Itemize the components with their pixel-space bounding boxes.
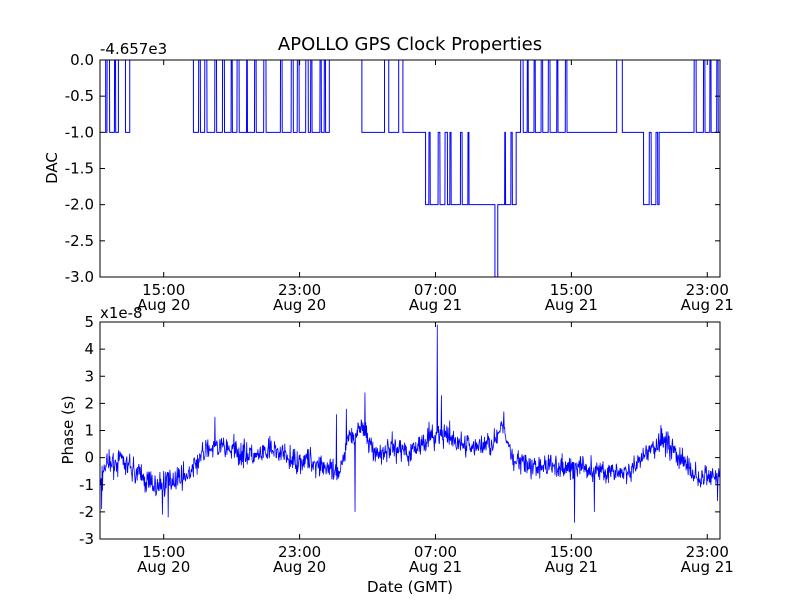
x-tick-time-label: 23:00	[278, 543, 321, 561]
x-tick-time-label: 15:00	[550, 543, 593, 561]
chart-title: APOLLO GPS Clock Properties	[278, 34, 542, 55]
phase-series-line	[100, 324, 720, 523]
x-tick-time-label: 15:00	[550, 281, 593, 299]
y-tick-label: -0.5	[65, 87, 94, 105]
x-tick-date-label: Aug 21	[545, 296, 598, 314]
x-tick-time-label: 23:00	[686, 281, 729, 299]
y-tick-label: -1.5	[65, 160, 94, 178]
y-tick-label: -2.0	[65, 196, 94, 214]
y-tick-label: -2	[79, 503, 94, 521]
x-tick-date-label: Aug 21	[409, 296, 462, 314]
phase-x-label: Date (GMT)	[367, 578, 453, 596]
x-tick-date-label: Aug 21	[409, 558, 462, 576]
y-tick-label: 0.0	[70, 51, 94, 69]
y-tick-label: 3	[84, 367, 94, 385]
phase-offset-label: x1e-8	[100, 304, 143, 322]
phase-y-label: Phase (s)	[59, 395, 77, 464]
y-tick-label: -3.0	[65, 268, 94, 286]
x-tick-date-label: Aug 21	[545, 558, 598, 576]
x-tick-date-label: Aug 20	[273, 296, 326, 314]
x-tick-date-label: Aug 20	[137, 558, 190, 576]
y-tick-label: 2	[84, 394, 94, 412]
x-tick-date-label: Aug 20	[137, 296, 190, 314]
y-tick-label: -1	[79, 476, 94, 494]
y-tick-label: 1	[84, 422, 94, 440]
x-tick-time-label: 07:00	[414, 543, 457, 561]
y-tick-label: -1.0	[65, 123, 94, 141]
y-tick-label: 5	[84, 313, 94, 331]
dac-series-line	[100, 60, 720, 277]
x-tick-date-label: Aug 20	[273, 558, 326, 576]
x-tick-time-label: 07:00	[414, 281, 457, 299]
x-tick-date-label: Aug 21	[681, 296, 734, 314]
dac-offset-label: -4.657e3	[100, 40, 167, 58]
y-tick-label: 0	[84, 449, 94, 467]
phase-y-axis: -3 -2 -1 0 1 2 3 4 5	[79, 313, 720, 548]
x-tick-time-label: 23:00	[278, 281, 321, 299]
x-tick-time-label: 15:00	[142, 543, 185, 561]
y-tick-label: 4	[84, 340, 94, 358]
phase-plot-frame	[99, 321, 721, 540]
x-tick-time-label: 15:00	[142, 281, 185, 299]
dac-y-axis: -3.0 -2.5 -2.0 -1.5 -1.0 -0.5 0.0	[65, 51, 720, 286]
x-tick-time-label: 23:00	[686, 543, 729, 561]
y-tick-label: -3	[79, 530, 94, 548]
x-tick-date-label: Aug 21	[681, 558, 734, 576]
y-tick-label: -2.5	[65, 232, 94, 250]
dac-y-label: DAC	[43, 152, 61, 184]
